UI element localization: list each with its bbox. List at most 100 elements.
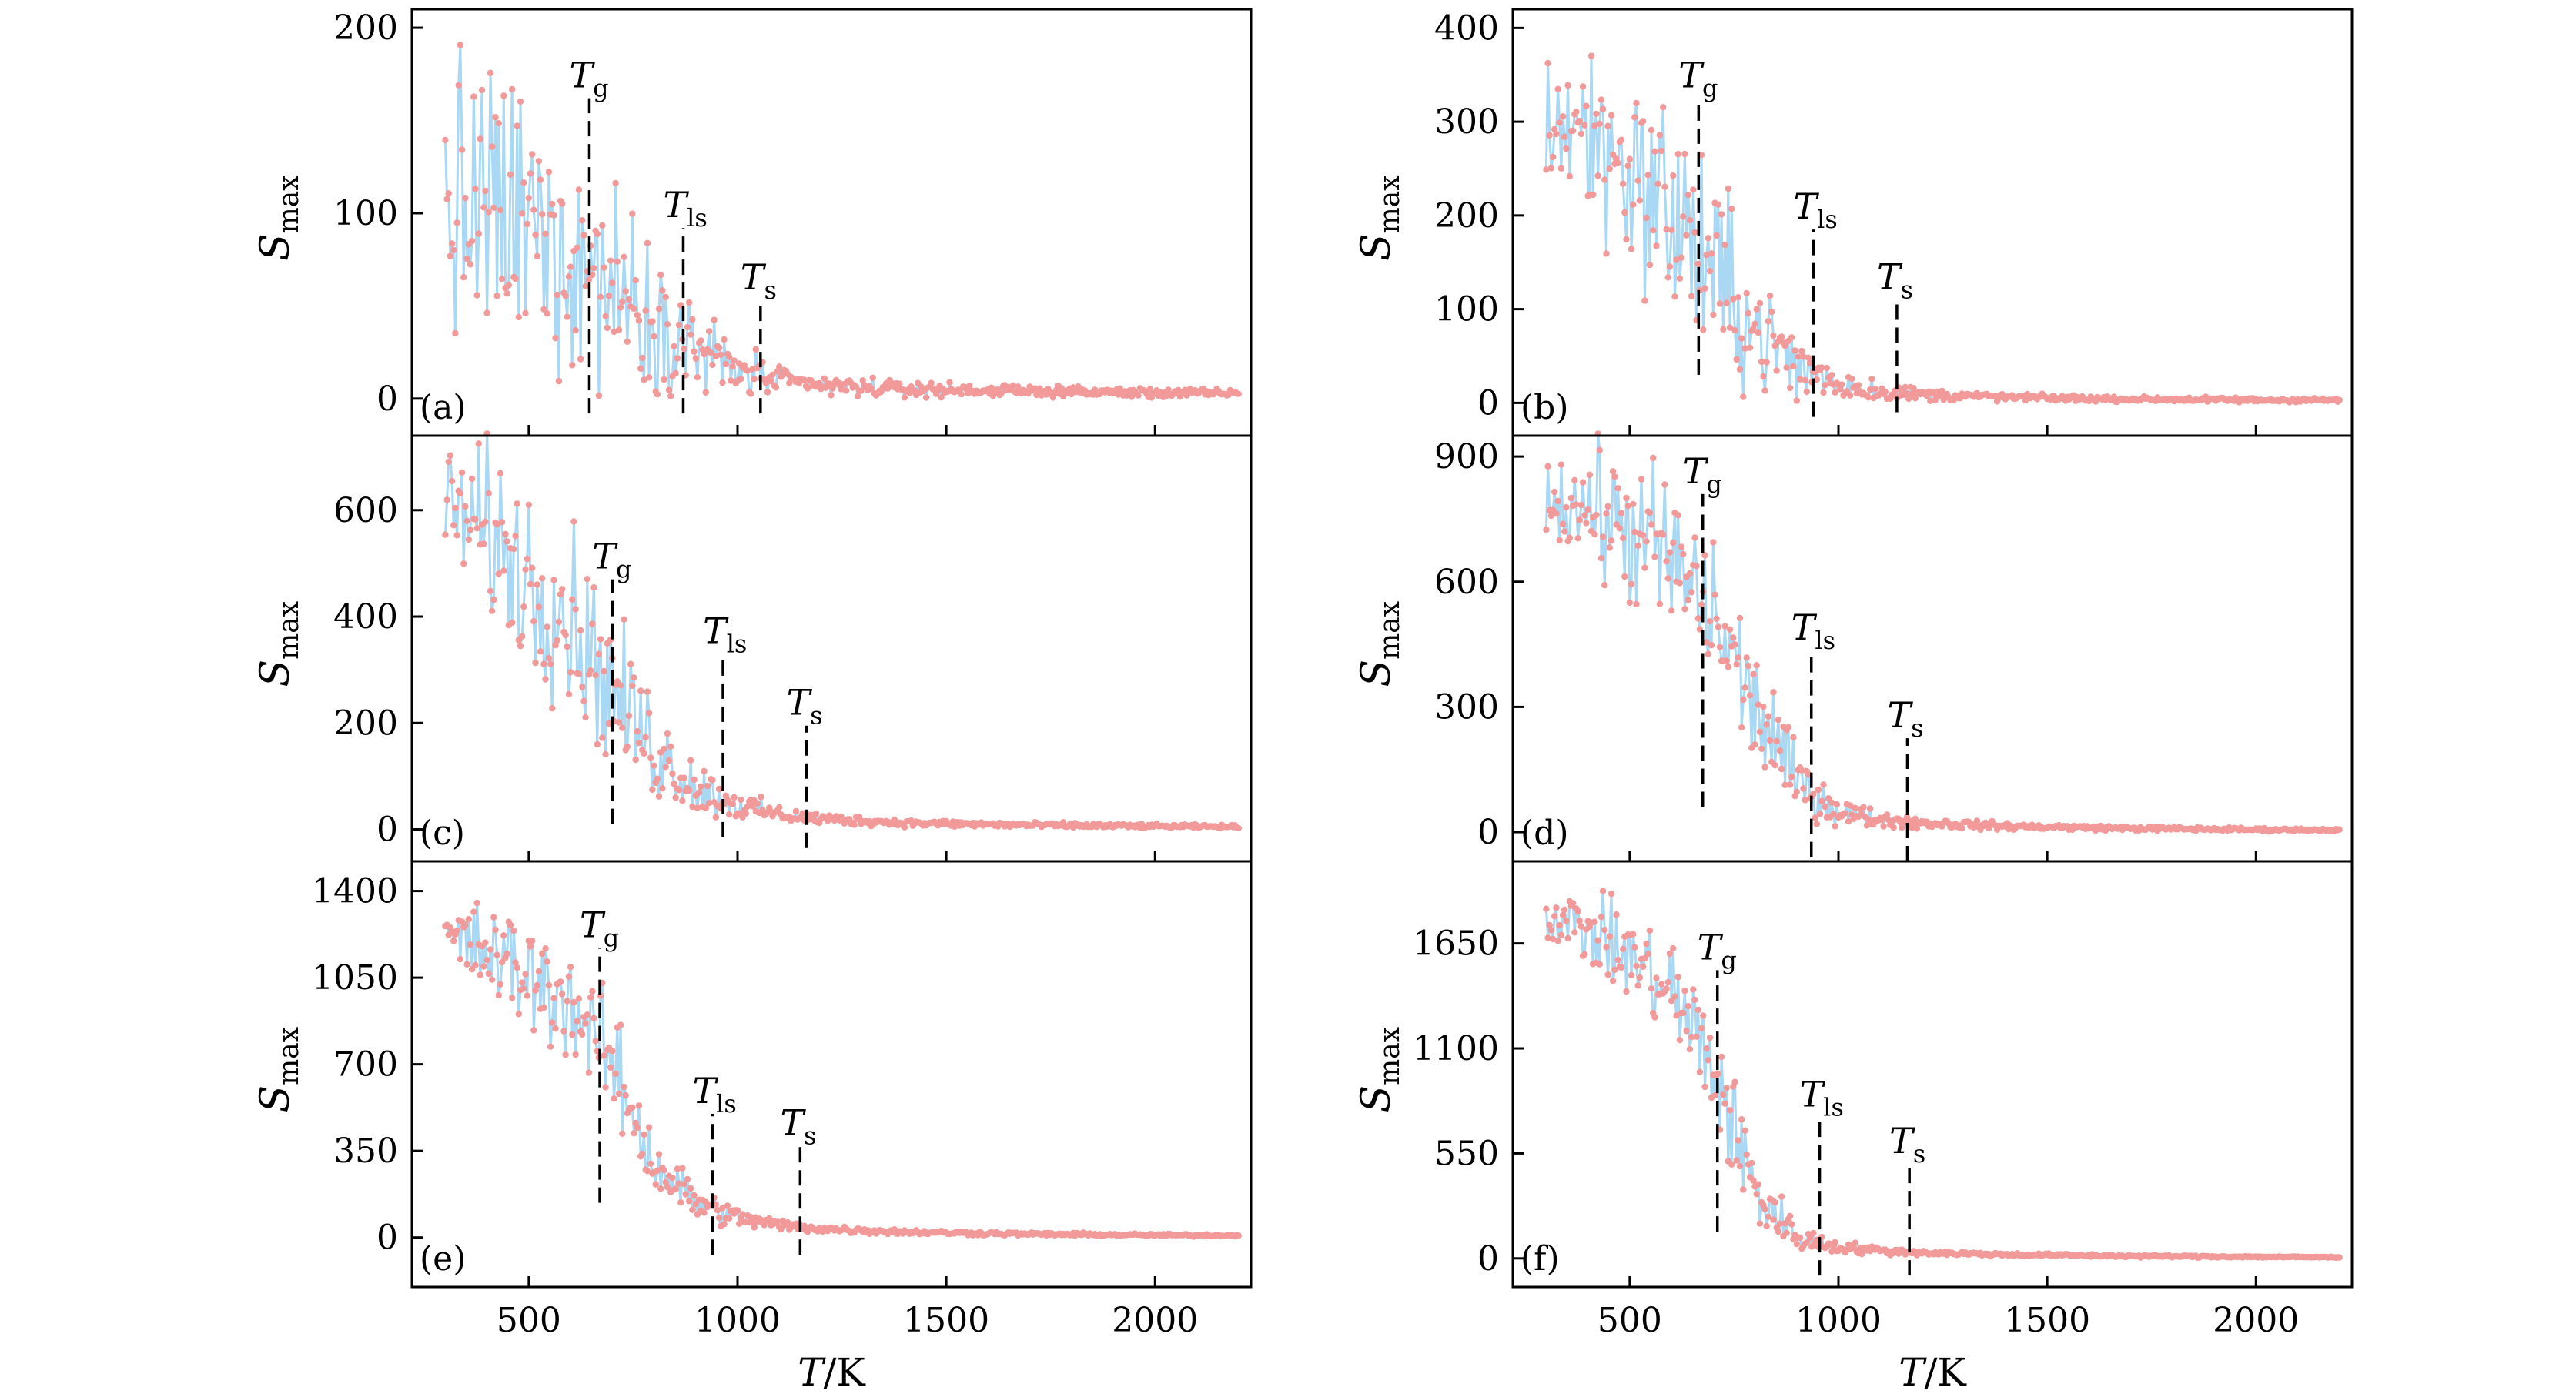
data-point: [1750, 1177, 1757, 1184]
data-point: [1716, 644, 1724, 650]
data-point: [1852, 804, 1858, 812]
data-point: [534, 252, 540, 259]
data-point: [524, 220, 530, 228]
data-point: [1235, 824, 1242, 832]
data-point: [1735, 1137, 1741, 1144]
y-tick-label: 1100: [1413, 1029, 1499, 1068]
data-point: [562, 1051, 569, 1058]
data-point: [1593, 110, 1600, 118]
data-point: [1726, 1107, 1734, 1114]
data-point: [637, 365, 644, 372]
data-point: [661, 745, 667, 753]
data-point: [724, 1202, 731, 1209]
data-point: [1616, 525, 1623, 532]
data-point: [1726, 626, 1734, 633]
y-tick-label: 350: [333, 1132, 398, 1171]
data-point: [1620, 180, 1627, 187]
y-tick-label: 1650: [1413, 924, 1499, 964]
data-point: [685, 299, 693, 306]
data-point: [1775, 717, 1782, 724]
data-point: [748, 390, 754, 397]
data-point: [625, 712, 633, 720]
data-point: [570, 998, 577, 1006]
data-point: [677, 1199, 684, 1206]
data-point: [468, 475, 476, 483]
data-point: [692, 355, 699, 362]
data-point: [1603, 944, 1610, 951]
data-point: [519, 210, 526, 217]
marker-label-ls: Tls: [663, 184, 707, 232]
data-point: [1740, 1186, 1747, 1193]
data-point: [671, 343, 677, 349]
data-point: [674, 1165, 681, 1172]
panel-label: (a): [420, 388, 467, 427]
data-point: [801, 376, 808, 383]
data-point: [885, 385, 892, 392]
data-point: [1651, 148, 1658, 155]
data-point: [1731, 326, 1738, 334]
data-point: [1543, 905, 1550, 912]
data-point: [1579, 83, 1587, 90]
data-point: [480, 963, 487, 970]
data-point: [2336, 396, 2343, 403]
data-point: [472, 961, 479, 969]
data-point: [749, 1218, 756, 1225]
data-point: [1618, 136, 1625, 143]
data-point: [1607, 890, 1615, 898]
data-point: [1880, 823, 1887, 830]
data-point: [549, 705, 556, 712]
data-point: [453, 532, 460, 539]
data-point: [1791, 347, 1798, 354]
data-point: [1664, 575, 1671, 582]
data-point: [828, 392, 835, 399]
data-point: [462, 921, 469, 928]
data-point: [1556, 119, 1563, 126]
data-point: [1564, 82, 1571, 89]
data-point: [527, 943, 534, 950]
data-point: [1680, 1009, 1687, 1017]
data-point: [675, 321, 683, 329]
data-point: [458, 146, 466, 153]
x-tick-label: 1500: [903, 1301, 989, 1340]
x-axis-label: T/K: [798, 1350, 866, 1394]
data-point: [1643, 214, 1650, 222]
panel-label: (b): [1521, 388, 1569, 427]
data-point: [539, 575, 546, 582]
data-point: [595, 392, 603, 399]
data-point: [527, 580, 534, 588]
marker-label-ls: Tls: [692, 1070, 736, 1118]
data-point: [607, 1064, 614, 1071]
data-point: [702, 804, 709, 811]
data-point: [482, 518, 489, 526]
data-point: [1646, 261, 1654, 269]
data-point: [1577, 923, 1585, 930]
marker-label-s: Ts: [1877, 256, 1913, 304]
data-point: [1867, 386, 1874, 393]
data-point: [1818, 364, 1825, 371]
data-point: [719, 379, 726, 386]
data-point: [681, 346, 687, 353]
data-point: [1761, 387, 1768, 394]
data-point: [1736, 614, 1744, 622]
data-point: [728, 377, 734, 384]
data-point: [751, 1224, 758, 1231]
data-point: [1778, 1193, 1785, 1200]
data-point: [601, 667, 607, 675]
data-point: [1549, 153, 1557, 160]
data-point: [946, 379, 953, 386]
data-point: [1756, 1220, 1764, 1227]
data-point: [557, 978, 564, 985]
data-point: [507, 921, 514, 929]
data-point: [654, 391, 661, 398]
data-point: [685, 1198, 693, 1205]
data-point: [1723, 657, 1730, 664]
data-point: [1640, 532, 1647, 539]
data-point: [664, 730, 671, 737]
y-tick-label: 900: [1434, 437, 1499, 476]
data-point: [1713, 232, 1720, 239]
data-point: [1833, 801, 1840, 808]
y-axis-label: Smax: [253, 601, 305, 687]
data-point: [522, 971, 529, 978]
data-point: [708, 349, 714, 356]
data-point: [1773, 737, 1780, 745]
